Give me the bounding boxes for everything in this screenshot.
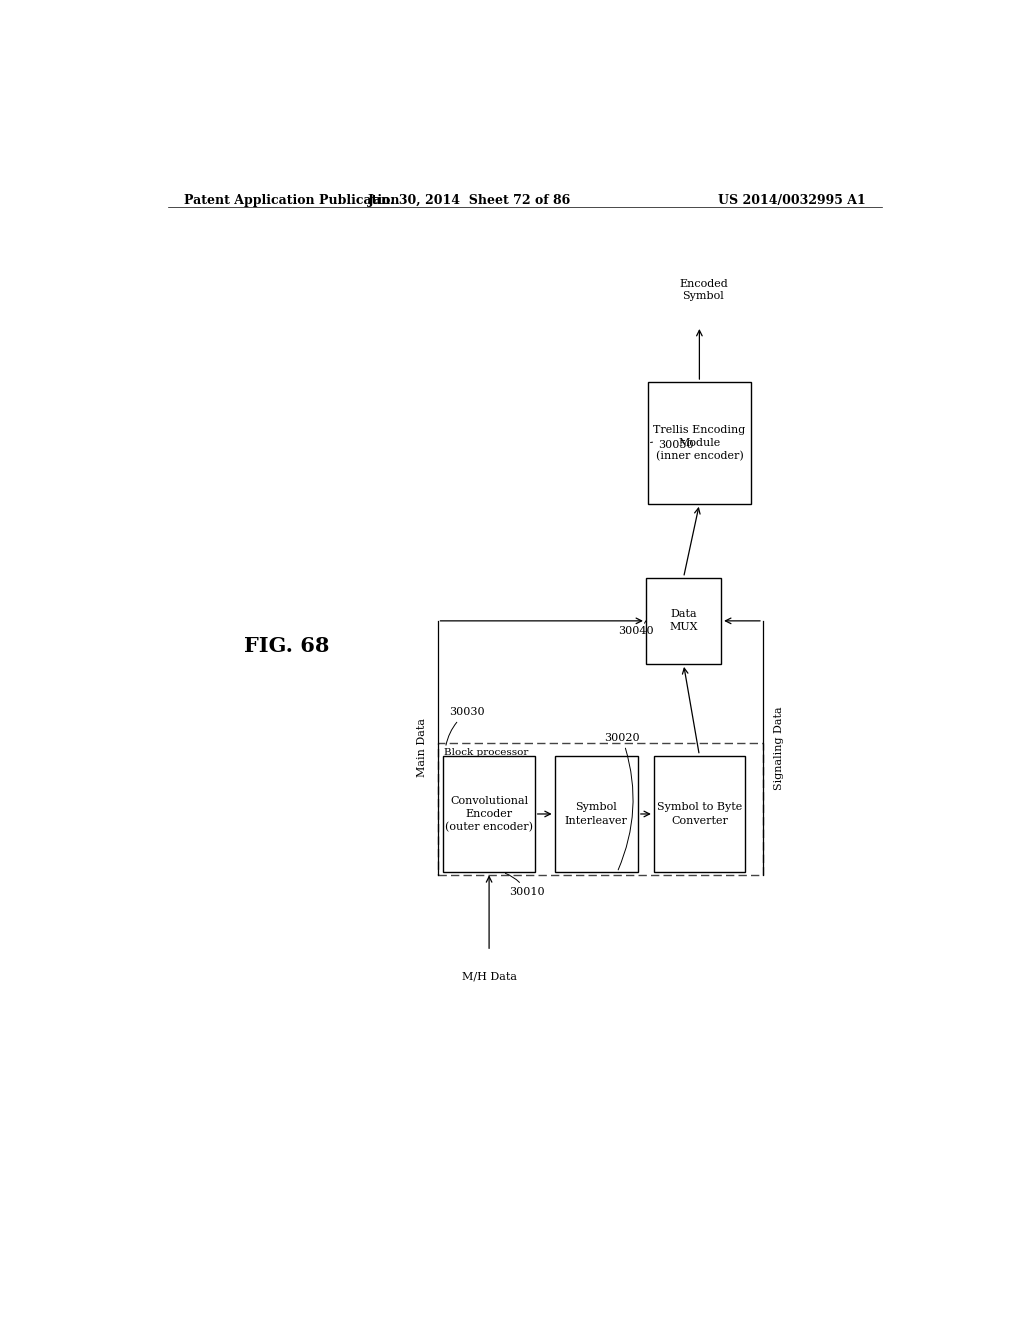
Text: 30010: 30010 [506, 874, 545, 898]
Text: Trellis Encoding
Module
(inner encoder): Trellis Encoding Module (inner encoder) [653, 425, 745, 462]
Text: 30030: 30030 [446, 708, 485, 746]
Text: US 2014/0032995 A1: US 2014/0032995 A1 [718, 194, 866, 207]
Text: Main Data: Main Data [417, 718, 427, 777]
Bar [648, 381, 751, 504]
Bar [555, 755, 638, 873]
Bar [646, 578, 721, 664]
Text: M/H Data: M/H Data [462, 972, 516, 982]
Text: Symbol to Byte
Converter: Symbol to Byte Converter [656, 803, 742, 825]
Text: FIG. 68: FIG. 68 [244, 636, 330, 656]
Bar [437, 743, 763, 875]
Text: Block processor: Block processor [443, 748, 528, 756]
Text: 30050: 30050 [650, 440, 693, 450]
Text: Convolutional
Encoder
(outer encoder): Convolutional Encoder (outer encoder) [445, 796, 534, 833]
Text: Data
MUX: Data MUX [670, 610, 697, 632]
Bar [443, 755, 535, 873]
Text: Encoded
Symbol: Encoded Symbol [679, 279, 728, 301]
Bar [653, 755, 745, 873]
Text: Signaling Data: Signaling Data [774, 706, 783, 789]
Text: 30040: 30040 [618, 620, 654, 636]
Text: Jan. 30, 2014  Sheet 72 of 86: Jan. 30, 2014 Sheet 72 of 86 [368, 194, 570, 207]
Text: Symbol
Interleaver: Symbol Interleaver [565, 803, 628, 825]
Text: Patent Application Publication: Patent Application Publication [183, 194, 399, 207]
Text: 30020: 30020 [604, 733, 640, 870]
